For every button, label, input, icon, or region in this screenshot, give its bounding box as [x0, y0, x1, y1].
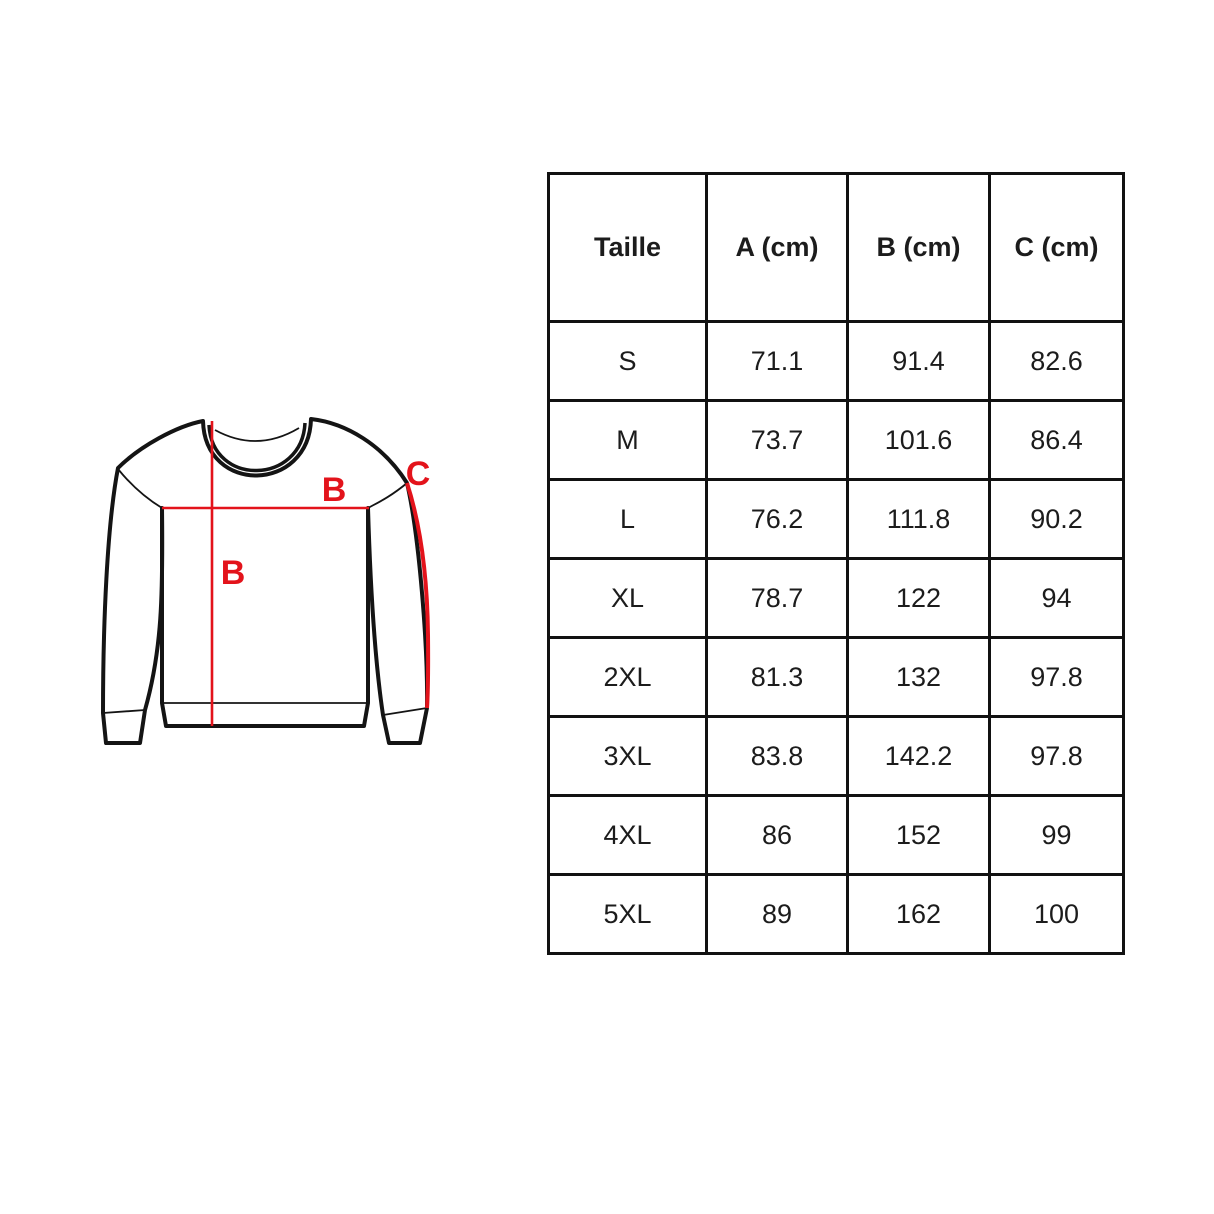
- cell-a: 78.7: [705, 557, 849, 639]
- cell-b: 91.4: [846, 320, 991, 402]
- cell-size: 4XL: [547, 794, 708, 876]
- cell-c: 97.8: [988, 636, 1125, 718]
- cell-c: 82.6: [988, 320, 1125, 402]
- header-a-cm: A (cm): [705, 172, 849, 323]
- table-row-l: L 76.2 111.8 90.2: [547, 478, 1125, 560]
- table-row-xl: XL 78.7 122 94: [547, 557, 1125, 639]
- cell-a: 89: [705, 873, 849, 955]
- left-armhole-seam: [117, 468, 163, 509]
- cell-c: 94: [988, 557, 1125, 639]
- table-row-m: M 73.7 101.6 86.4: [547, 399, 1125, 481]
- collar-inner-line: [207, 422, 307, 473]
- cell-c: 86.4: [988, 399, 1125, 481]
- cell-size: 2XL: [547, 636, 708, 718]
- sweater-diagram: B B C: [78, 395, 448, 755]
- header-taille: Taille: [547, 172, 708, 323]
- cell-a: 81.3: [705, 636, 849, 718]
- label-sleeve-c: C: [406, 455, 431, 493]
- table-header-row: Taille A (cm) B (cm) C (cm): [547, 172, 1125, 323]
- header-c-cm: C (cm): [988, 172, 1125, 323]
- cell-size: L: [547, 478, 708, 560]
- cell-c: 90.2: [988, 478, 1125, 560]
- cell-a: 76.2: [705, 478, 849, 560]
- cell-c: 99: [988, 794, 1125, 876]
- cell-a: 83.8: [705, 715, 849, 797]
- cell-size: 5XL: [547, 873, 708, 955]
- cell-b: 142.2: [846, 715, 991, 797]
- sweater-outline: [101, 417, 430, 745]
- header-b-cm: B (cm): [846, 172, 991, 323]
- cell-a: 71.1: [705, 320, 849, 402]
- label-chest-b: B: [322, 471, 347, 509]
- table-row-4xl: 4XL 86 152 99: [547, 794, 1125, 876]
- cell-b: 101.6: [846, 399, 991, 481]
- cell-size: XL: [547, 557, 708, 639]
- table-row-2xl: 2XL 81.3 132 97.8: [547, 636, 1125, 718]
- cell-b: 162: [846, 873, 991, 955]
- measure-line-sleeve-curve: [405, 482, 431, 709]
- cell-b: 152: [846, 794, 991, 876]
- cell-b: 111.8: [846, 478, 991, 560]
- cell-c: 100: [988, 873, 1125, 955]
- cell-a: 73.7: [705, 399, 849, 481]
- right-cuff-line: [382, 707, 428, 716]
- cell-b: 132: [846, 636, 991, 718]
- cell-size: M: [547, 399, 708, 481]
- table-row-5xl: 5XL 89 162 100: [547, 873, 1125, 955]
- cell-c: 97.8: [988, 715, 1125, 797]
- sweater-drawing: B B C: [101, 417, 431, 745]
- cell-size: 3XL: [547, 715, 708, 797]
- cell-b: 122: [846, 557, 991, 639]
- size-table: Taille A (cm) B (cm) C (cm) S 71.1 91.4 …: [547, 172, 1125, 955]
- back-neck-line: [214, 427, 300, 442]
- right-armhole-seam: [367, 482, 408, 509]
- cell-size: S: [547, 320, 708, 402]
- label-length-b: B: [221, 554, 246, 592]
- left-cuff-line: [102, 709, 146, 714]
- cell-a: 86: [705, 794, 849, 876]
- table-row-s: S 71.1 91.4 82.6: [547, 320, 1125, 402]
- table-row-3xl: 3XL 83.8 142.2 97.8: [547, 715, 1125, 797]
